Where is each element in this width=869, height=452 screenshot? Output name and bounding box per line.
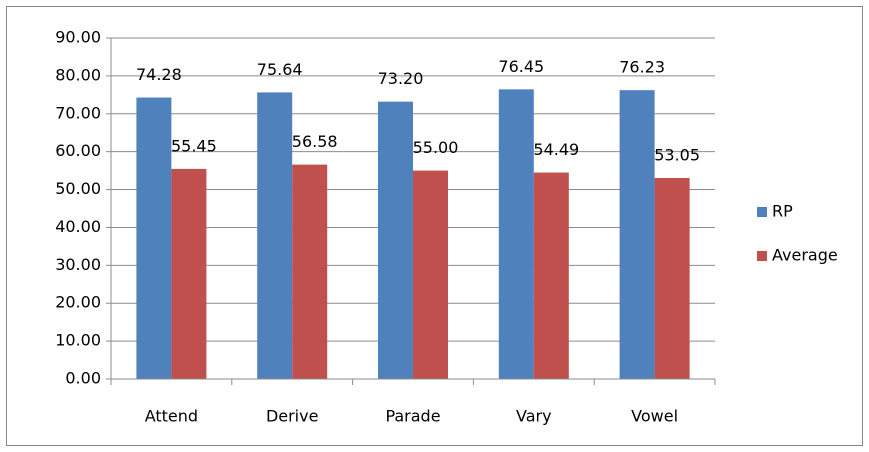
x-tick-label: Vary <box>516 407 552 426</box>
data-label: 54.49 <box>533 140 579 159</box>
x-tick-label: Vowel <box>631 407 678 426</box>
data-label: 76.23 <box>619 58 665 77</box>
y-tick-label: 0.00 <box>65 369 101 388</box>
data-label: 55.00 <box>413 138 459 157</box>
bar <box>171 168 207 379</box>
legend-swatch <box>757 207 767 217</box>
legend-label: RP <box>772 202 793 221</box>
data-label: 74.28 <box>136 65 182 84</box>
data-label: 55.45 <box>171 136 217 155</box>
bar <box>413 170 448 379</box>
legend-swatch <box>757 251 767 261</box>
bar <box>619 90 655 379</box>
legend-label: Average <box>772 246 838 265</box>
y-tick-label: 50.00 <box>55 179 101 198</box>
y-tick-label: 10.00 <box>55 331 101 350</box>
bar <box>136 97 172 379</box>
bar <box>654 177 690 379</box>
x-tick-label: Derive <box>266 407 319 426</box>
bar <box>533 172 569 379</box>
x-tick-label: Parade <box>385 407 440 426</box>
y-tick-label: 60.00 <box>55 141 101 160</box>
data-label: 76.45 <box>498 57 544 76</box>
bar <box>498 89 534 379</box>
data-label: 53.05 <box>654 145 700 164</box>
y-tick-label: 20.00 <box>55 293 101 312</box>
data-label: 75.64 <box>257 60 303 79</box>
y-tick-label: 70.00 <box>55 103 101 122</box>
y-tick-label: 30.00 <box>55 255 101 274</box>
bar <box>378 101 413 380</box>
data-label: 56.58 <box>292 132 338 151</box>
y-tick-label: 90.00 <box>55 28 101 47</box>
x-tick-label: Attend <box>145 407 198 426</box>
data-label: 73.20 <box>378 69 424 88</box>
y-tick-label: 80.00 <box>55 65 101 84</box>
bar <box>292 164 328 379</box>
y-tick-label: 40.00 <box>55 217 101 236</box>
bar <box>257 92 293 379</box>
